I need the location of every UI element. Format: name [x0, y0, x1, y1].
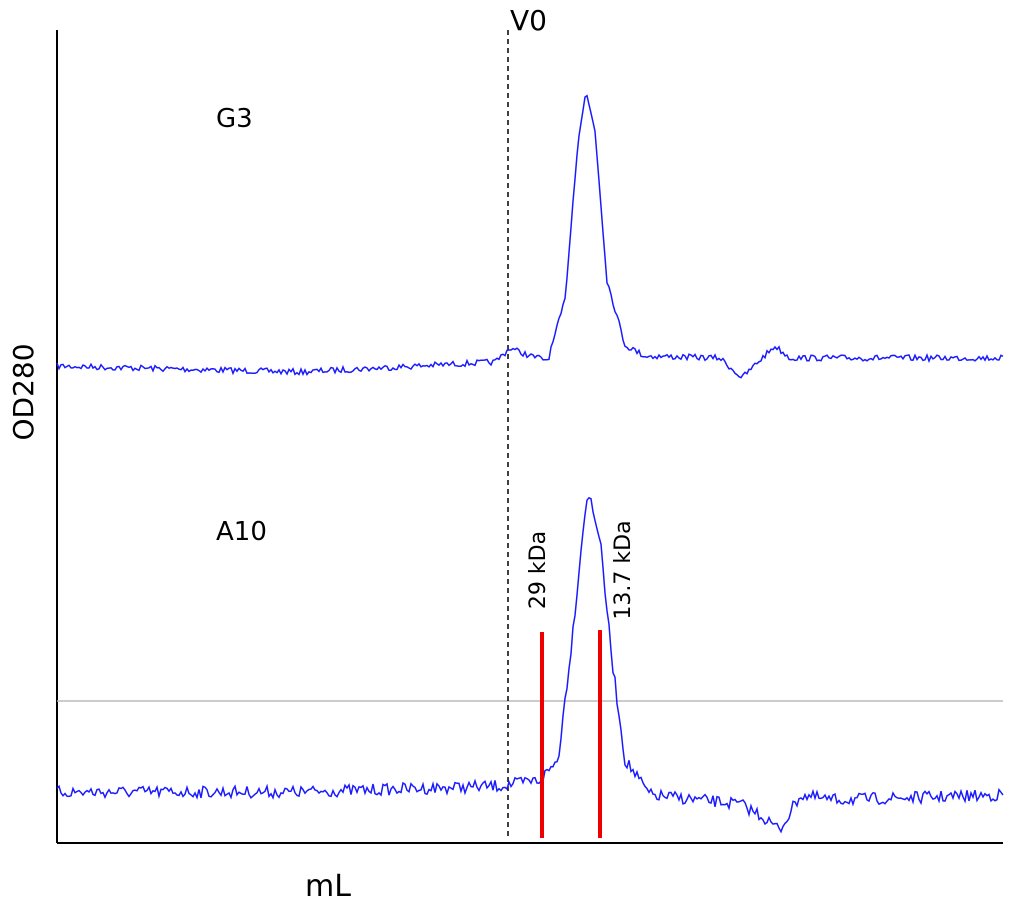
trace-label: A10	[216, 517, 267, 547]
marker-label: 29 kDa	[526, 531, 551, 609]
trace-g3	[56, 94, 1004, 379]
y-axis-label: OD280	[7, 343, 40, 440]
marker-label: 13.7 kDa	[611, 520, 636, 619]
x-axis-label: mL	[305, 869, 351, 901]
trace-label: G3	[216, 104, 253, 134]
void-label: V0	[510, 4, 547, 37]
trace-a10	[56, 496, 1004, 834]
